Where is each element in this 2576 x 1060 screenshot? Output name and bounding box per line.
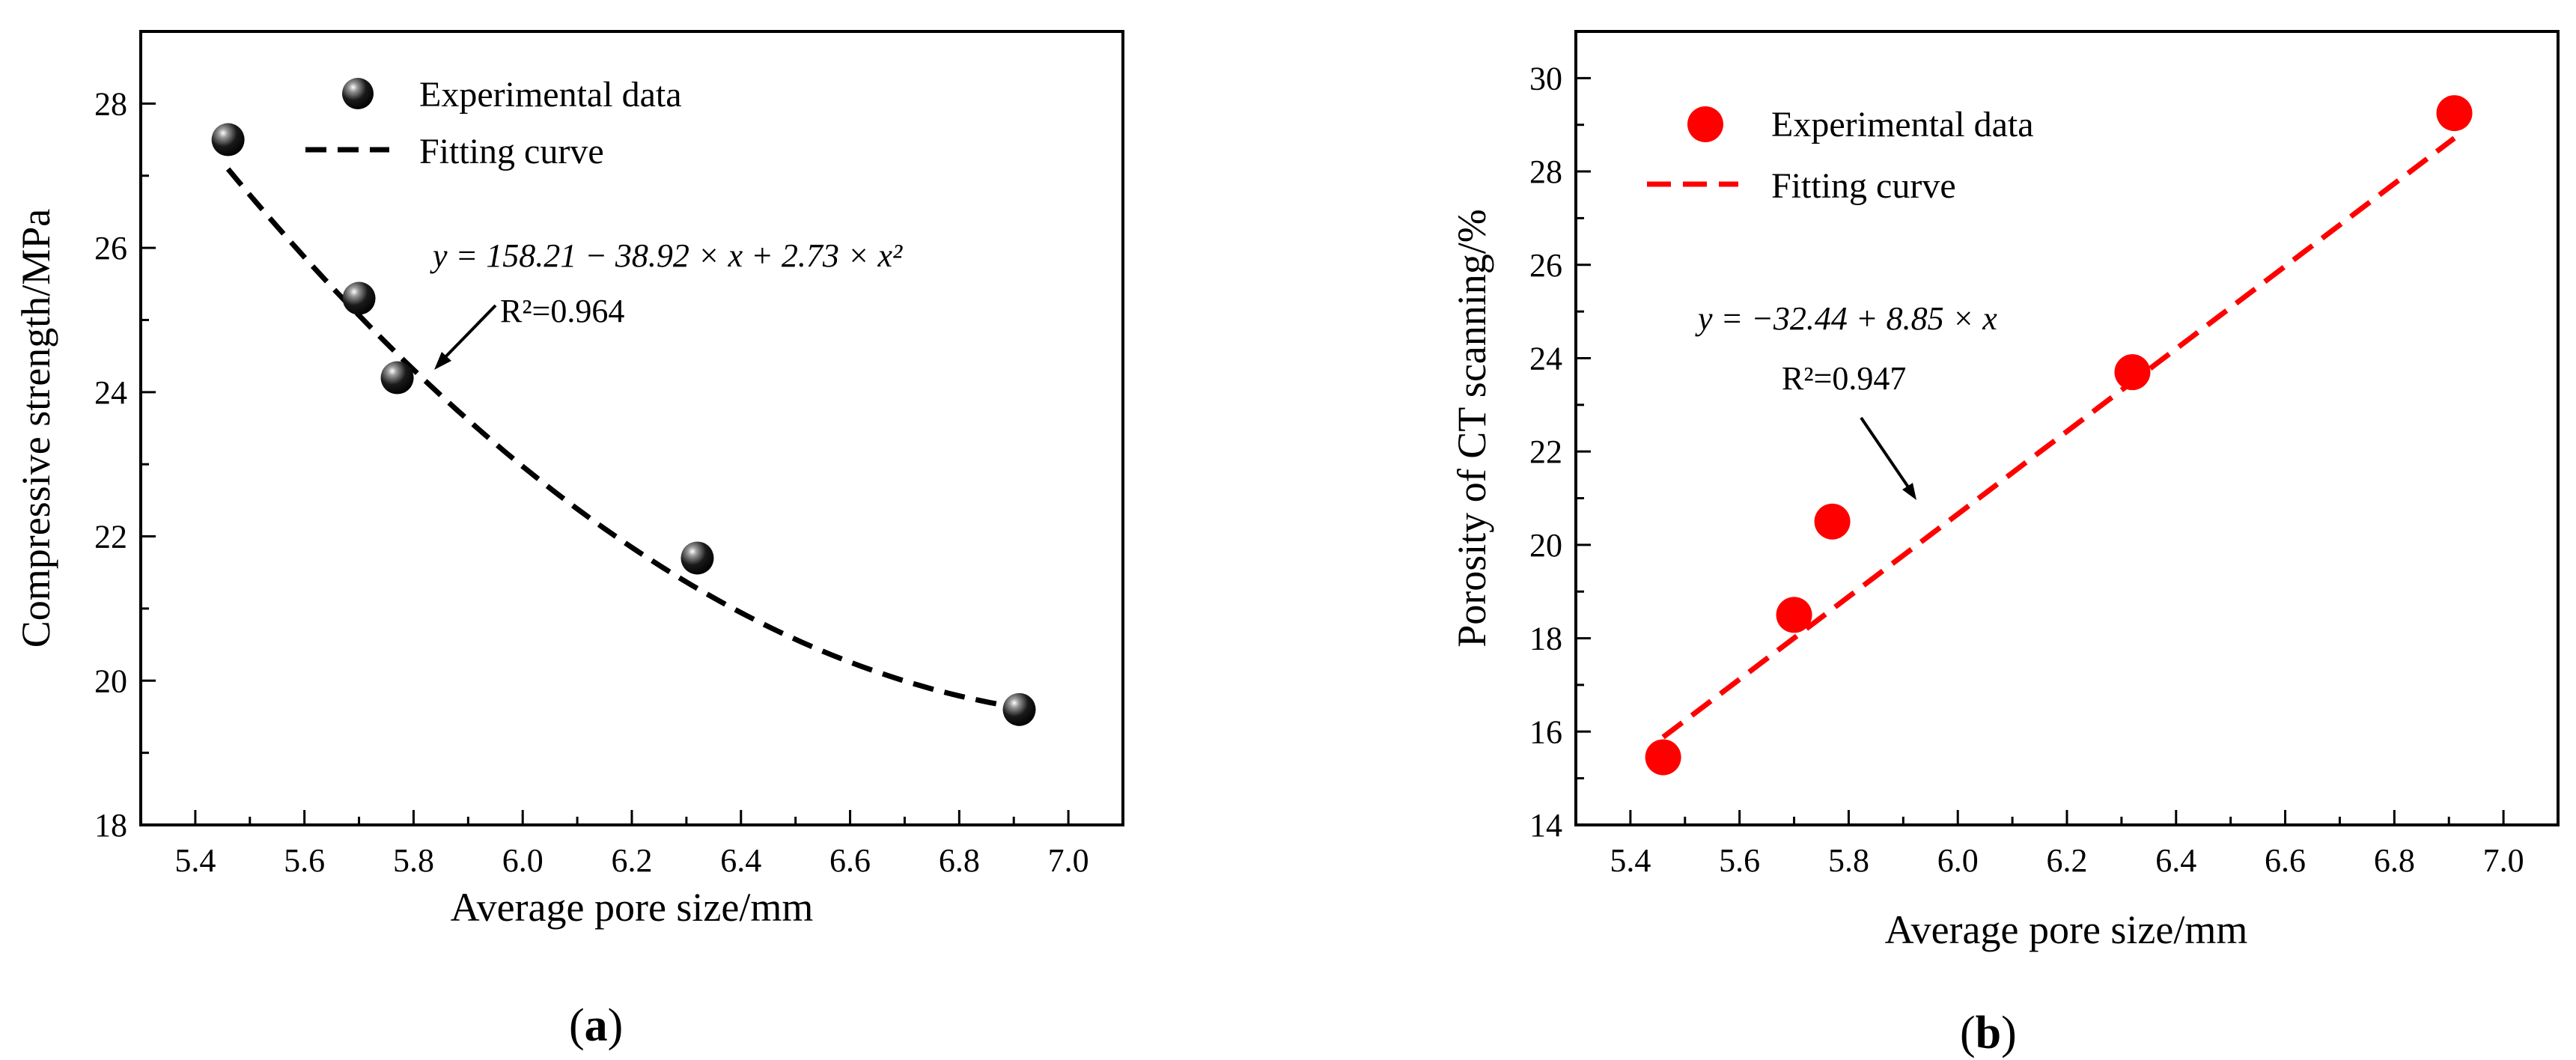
panel-b-y-tick-label: 20 [1529,527,1562,564]
panel-b-legend-label-fit: Fitting curve [1771,166,1956,206]
panel-b-data-point [1645,739,1681,776]
panel-a-x-axis-title: Average pore size/mm [451,885,814,930]
panel-b-x-tick-label: 5.4 [1610,842,1651,879]
panel-a-chart: 5.4 5.6 5.8 6.0 6.2 6.4 6.6 6.8 7.0 18 20 22 24 26 28… [13,30,1124,1051]
panel-b-x-tick-label: 6.8 [2374,842,2415,879]
panel-b-x-tick-label: 7.0 [2483,842,2524,879]
panel-b-legend-label-data: Experimental data [1771,105,2034,144]
panel-b-data-point [1776,597,1812,633]
panel-a-label: (a) [569,1000,623,1051]
panel-a-legend-marker-icon [342,78,374,109]
panel-b-equation: y = −32.44 + 8.85 × x [1695,300,1997,337]
panel-a-equation: y = 158.21 − 38.92 × x + 2.73 × x² [430,237,903,274]
panel-a-x-tick-label: 5.8 [393,842,434,879]
panel-b-y-tick-label: 14 [1529,807,1562,844]
panel-a-x-tick-label: 6.0 [502,842,543,879]
panel-a-data-point [380,361,414,395]
panel-b-r2: R²=0.947 [1782,360,1906,397]
panel-a-x-tick-label: 6.6 [829,842,871,879]
panel-a-x-tick-label: 5.6 [284,842,325,879]
panel-b-y-axis-title: Porosity of CT scanning/% [1449,209,1494,647]
panel-b-ticks [1576,76,2505,826]
panel-a-x-tick-labels: 5.4 5.6 5.8 6.0 6.2 6.4 6.6 6.8 7.0 [174,842,1088,879]
panel-a-data-point [1002,692,1036,726]
panel-a-legend-label-data: Experimental data [419,75,682,115]
panel-a-y-tick-label: 24 [94,374,127,411]
panel-a-x-tick-label: 6.8 [939,842,980,879]
panel-b-legend: Experimental data Fitting curve [1647,105,2034,206]
panel-a-data-point [211,123,245,156]
panel-b-fit-layer [1661,135,2456,740]
panel-b-y-tick-label: 22 [1529,433,1562,470]
panel-b-points-layer [1645,95,2473,776]
panel-a-y-tick-labels: 18 20 22 24 26 28 [94,85,127,844]
panel-b-y-tick-label: 28 [1529,153,1562,190]
panel-a-legend-label-fit: Fitting curve [419,132,604,171]
panel-a-r2: R²=0.964 [500,293,624,329]
panel-b-y-tick-label: 16 [1529,713,1562,750]
panel-b-y-tick-label: 30 [1529,60,1562,97]
panel-a-plot-frame [139,30,1124,826]
panel-b-x-tick-label: 6.6 [2265,842,2306,879]
panel-b-chart: 5.4 5.6 5.8 6.0 6.2 6.4 6.6 6.8 7.0 14 16 18 20 22 24… [1449,30,2560,1059]
panel-a-y-tick-label: 28 [94,85,127,122]
panel-a-x-tick-label: 7.0 [1048,842,1089,879]
panel-a-y-tick-label: 20 [94,662,127,699]
panel-b-x-tick-label: 6.2 [2047,842,2088,879]
panel-b-data-point [1814,503,1851,540]
panel-a-annotation-arrow [434,304,497,370]
panel-a-x-tick-label: 6.4 [720,842,761,879]
panel-b-y-tick-labels: 14 16 18 20 22 24 26 28 30 [1529,60,1562,844]
panel-a-fitting-curve [225,167,1020,710]
panel-b-fitting-curve [1661,135,2456,740]
panel-b-x-axis-title: Average pore size/mm [1885,907,2248,952]
panel-a-legend: Experimental data Fitting curve [305,75,682,171]
panel-a-x-tick-label: 5.4 [174,842,216,879]
panel-b-data-point [2114,354,2151,391]
panel-a-y-axis-title: Compressive strength/MPa [13,209,58,648]
panel-b-y-tick-label: 26 [1529,247,1562,284]
panel-b-data-point [2436,95,2473,132]
panel-b-y-tick-label: 18 [1529,621,1562,657]
panel-b-label: (b) [1960,1008,2017,1059]
panel-b-x-tick-labels: 5.4 5.6 5.8 6.0 6.2 6.4 6.6 6.8 7.0 [1610,842,2524,879]
panel-a-fit-layer [225,167,1020,710]
panel-a-x-tick-label: 6.2 [612,842,653,879]
panel-b-x-tick-label: 6.0 [1937,842,1979,879]
panel-a-y-tick-label: 18 [94,807,127,844]
panel-b-y-tick-label: 24 [1529,340,1562,377]
panel-b-x-tick-label: 6.4 [2155,842,2196,879]
panel-b-x-tick-label: 5.8 [1828,842,1869,879]
panel-a-y-tick-label: 22 [94,519,127,555]
panel-a-data-point [680,541,714,575]
panel-a-data-point [342,281,376,315]
panel-a-y-tick-label: 26 [94,230,127,266]
panel-b-legend-marker-icon [1687,106,1723,142]
panel-a-ticks [141,102,1070,826]
panel-a-points-layer [211,123,1036,726]
panel-b-annotation-arrow [1860,416,1916,500]
panel-b-x-tick-label: 5.6 [1719,842,1760,879]
